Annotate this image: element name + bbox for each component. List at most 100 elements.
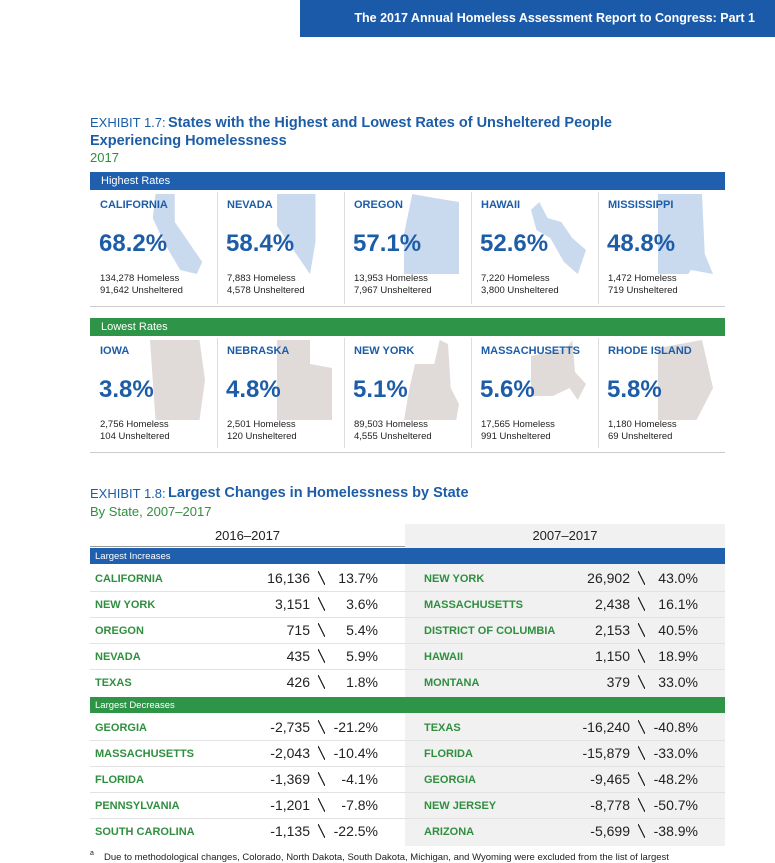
state-name: GEORGIA [424,774,476,786]
pct: -4.1% [341,771,378,787]
state-rate: 68.2% [99,230,168,257]
pct: -40.8% [653,719,698,735]
state-name: PENNSYLVANIA [95,800,180,812]
separator [318,675,325,689]
pct: 16.1% [658,596,698,612]
header-bar [300,0,775,37]
state-name: RHODE ISLAND [608,345,692,357]
pct: -38.9% [653,823,698,839]
state-unsheltered: 69 Unsheltered [608,431,673,442]
count: 379 [606,674,630,690]
separator [318,720,325,734]
separator [638,746,645,760]
state-homeless: 7,883 Homeless [227,273,296,284]
state-name: MISSISSIPPI [608,199,674,211]
state-name: IOWA [100,345,130,357]
exhibit-title: States with the Highest and Lowest Rates… [90,115,612,149]
row-divider [90,818,725,819]
state-rate: 5.6% [480,376,535,403]
count: 2,153 [594,622,630,638]
cell-divider [217,192,218,304]
state-name: NEVADA [95,651,141,663]
separator [638,597,645,611]
footnote-marker: a [90,850,94,857]
state-name: NEBRASKA [227,345,290,357]
state-homeless: 17,565 Homeless [481,419,555,430]
state-name: ARIZONA [424,826,475,838]
cell-divider [471,192,472,304]
state-unsheltered: 991 Unsheltered [481,431,551,442]
pct: 1.8% [346,674,378,690]
count: -2,043 [270,745,310,761]
row-divider [90,740,725,741]
state-shape [404,194,459,274]
state-homeless: 1,180 Homeless [608,419,677,430]
separator [318,649,325,663]
pct: -10.4% [333,745,378,761]
separator [318,798,325,812]
row-divider [90,643,725,644]
state-name: MASSACHUSETTS [95,748,195,760]
group-bar [90,172,725,190]
pct: -21.2% [333,719,378,735]
state-homeless: 1,472 Homeless [608,273,677,284]
row-divider [90,669,725,670]
count: 26,902 [587,570,630,586]
separator [638,798,645,812]
count: -2,735 [270,719,310,735]
count: 3,151 [274,596,310,612]
row-divider [90,766,725,767]
state-homeless: 13,953 Homeless [354,273,428,284]
pct: -50.7% [653,797,698,813]
state-unsheltered: 91,642 Unsheltered [100,285,183,296]
state-name: CALIFORNIA [100,199,168,211]
state-name: MASSACHUSETTS [424,599,524,611]
separator [318,772,325,786]
cell-divider [598,192,599,304]
state-rate: 4.8% [226,376,281,403]
exhibit-title: Largest Changes in Homelessness by State [168,485,469,501]
count: -1,135 [270,823,310,839]
count: -5,699 [590,823,630,839]
state-name: TEXAS [95,677,132,689]
state-name: FLORIDA [424,748,473,760]
group-bottom-line [90,306,725,307]
state-unsheltered: 7,967 Unsheltered [354,285,432,296]
pct: -22.5% [333,823,378,839]
pct: 5.4% [346,622,378,638]
state-name: FLORIDA [95,774,144,786]
state-rate: 5.1% [353,376,408,403]
state-name: TEXAS [424,722,461,734]
row-divider [90,792,725,793]
pct: 3.6% [346,596,378,612]
count: 426 [286,674,310,690]
section-bar [90,548,725,564]
count: -9,465 [590,771,630,787]
separator [638,824,645,838]
state-name: GEORGIA [95,722,147,734]
state-rate: 5.8% [607,376,662,403]
separator [318,623,325,637]
state-name: MASSACHUSETTS [481,345,581,357]
section-name: Largest Decreases [95,700,175,711]
separator [638,720,645,734]
group-bar [90,318,725,336]
cell-divider [344,192,345,304]
state-name: SOUTH CAROLINA [95,826,195,838]
exhibit-label: EXHIBIT 1.8: [90,486,166,501]
state-unsheltered: 104 Unsheltered [100,431,170,442]
count: 16,136 [267,570,310,586]
cell-divider [217,338,218,448]
pct: 5.9% [346,648,378,664]
state-name: NEW YORK [424,573,485,585]
state-name: NEW YORK [354,345,415,357]
pct: -33.0% [653,745,698,761]
state-rate: 52.6% [480,230,549,257]
row-divider [90,591,725,592]
state-name: HAWAII [481,199,521,211]
state-unsheltered: 4,578 Unsheltered [227,285,305,296]
period-label: 2007–2017 [532,528,598,543]
state-homeless: 89,503 Homeless [354,419,428,430]
count: -1,201 [270,797,310,813]
separator [318,571,325,585]
